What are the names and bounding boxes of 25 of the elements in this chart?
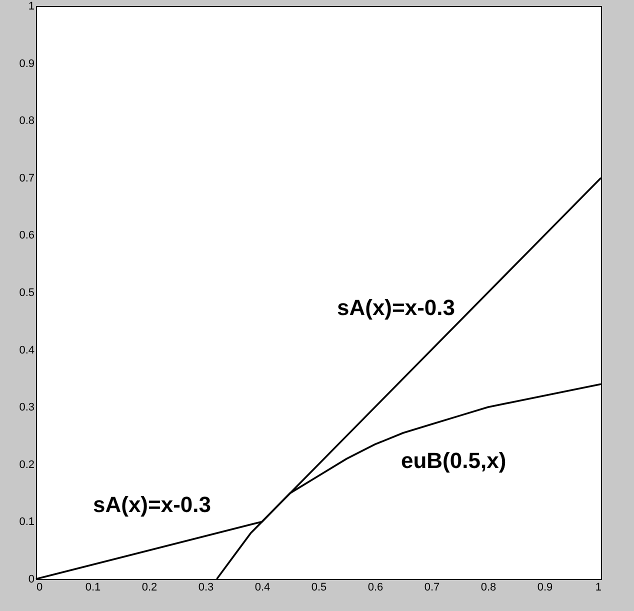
x-tick-label: 0.9 bbox=[537, 582, 553, 594]
x-tick-label: 0.7 bbox=[424, 582, 440, 594]
annotation: sA(x)=x-0.3 bbox=[93, 492, 212, 517]
y-tick-label: 0.5 bbox=[19, 287, 34, 299]
annotation: sA(x)=x-0.3 bbox=[337, 295, 456, 320]
x-tick-label: 1 bbox=[595, 582, 602, 594]
x-tick-label: 0.3 bbox=[198, 582, 214, 594]
x-tick-label: 0.8 bbox=[480, 582, 496, 594]
x-tick-label: 0 bbox=[36, 582, 43, 594]
y-tick-label: 0.4 bbox=[19, 344, 34, 356]
y-tick-label: 0.3 bbox=[19, 402, 34, 414]
y-tick-label: 0.7 bbox=[19, 172, 34, 184]
annotation: euB(0.5,x) bbox=[401, 448, 506, 473]
y-tick-label: 1 bbox=[28, 0, 34, 12]
x-tick-label: 0.1 bbox=[85, 582, 101, 594]
x-tick-label: 0.2 bbox=[142, 582, 158, 594]
y-tick-label: 0.6 bbox=[19, 230, 34, 242]
y-tick-label: 0 bbox=[28, 574, 34, 586]
y-tick-label: 0.8 bbox=[19, 115, 34, 128]
y-tick-label: 0.2 bbox=[19, 458, 34, 471]
y-tick-label: 0.9 bbox=[19, 58, 34, 70]
x-tick-label: 0.5 bbox=[311, 582, 327, 594]
x-tick-label: 0.6 bbox=[368, 582, 384, 594]
y-tick-label: 0.1 bbox=[19, 516, 34, 528]
x-tick-label: 0.4 bbox=[254, 582, 270, 594]
